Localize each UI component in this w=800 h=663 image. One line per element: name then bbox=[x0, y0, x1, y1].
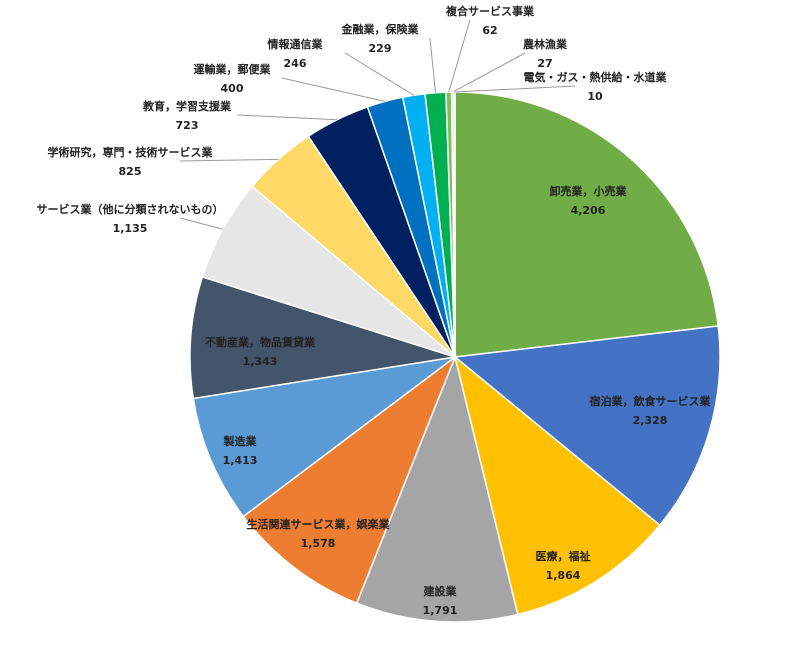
value-label: 1,413 bbox=[223, 454, 258, 467]
value-label: 62 bbox=[482, 24, 497, 37]
value-label: 246 bbox=[284, 57, 307, 70]
value-label: 400 bbox=[221, 82, 244, 95]
slice-label: 製造業 bbox=[223, 434, 258, 448]
value-label: 1,864 bbox=[546, 569, 581, 582]
leader-line bbox=[452, 52, 526, 93]
value-label: 229 bbox=[369, 42, 392, 55]
value-label: 1,343 bbox=[243, 355, 278, 368]
leader-line bbox=[179, 217, 223, 230]
value-label: 1,135 bbox=[113, 222, 148, 235]
slice-label: 宿泊業，飲食サービス業 bbox=[590, 394, 712, 408]
slice-label: 教育，学習支援業 bbox=[142, 99, 232, 113]
slice-label: 情報通信業 bbox=[268, 37, 324, 51]
leader-line bbox=[454, 85, 576, 93]
slice-label: 複合サービス事業 bbox=[445, 4, 535, 18]
leader-line bbox=[236, 114, 338, 121]
pie-slice bbox=[192, 356, 456, 518]
value-label: 1,791 bbox=[423, 604, 458, 617]
value-label: 825 bbox=[119, 165, 142, 178]
pie-slice bbox=[453, 325, 721, 527]
value-label: 27 bbox=[537, 57, 552, 70]
value-label: 10 bbox=[587, 90, 603, 103]
pie-slice bbox=[242, 354, 457, 605]
slice-label: 農林漁業 bbox=[523, 37, 568, 51]
slice-label: 運輸業，郵便業 bbox=[194, 62, 272, 76]
leader-line bbox=[344, 52, 415, 96]
slice-label: 建設業 bbox=[424, 584, 458, 598]
slice-label: 不動産業，物品賃貸業 bbox=[205, 335, 316, 349]
pie-slice bbox=[453, 91, 456, 358]
leader-line bbox=[179, 158, 279, 162]
slice-label: 医療，福祉 bbox=[536, 549, 591, 563]
slice-label: 学術研究，専門・技術サービス業 bbox=[48, 145, 214, 159]
value-label: 723 bbox=[176, 119, 199, 132]
pie-slice bbox=[355, 354, 519, 623]
pie-slice bbox=[453, 354, 661, 616]
leader-line bbox=[281, 77, 386, 102]
pie-slice bbox=[189, 276, 456, 400]
value-label: 4,206 bbox=[571, 204, 606, 217]
value-label: 1,578 bbox=[301, 537, 336, 550]
value-label: 2,328 bbox=[633, 414, 668, 427]
leader-line bbox=[448, 19, 471, 93]
slice-label: 卸売業，小売業 bbox=[550, 184, 628, 198]
slice-label: 金融業，保険業 bbox=[341, 22, 420, 36]
slice-label: サービス業（他に分類されないもの） bbox=[37, 202, 224, 216]
slice-label: 電気・ガス・熱供給・水道業 bbox=[524, 70, 668, 84]
pie-slice bbox=[454, 91, 720, 358]
slice-label: 生活関連サービス業，娯楽業 bbox=[247, 517, 391, 531]
leader-line bbox=[429, 37, 436, 93]
